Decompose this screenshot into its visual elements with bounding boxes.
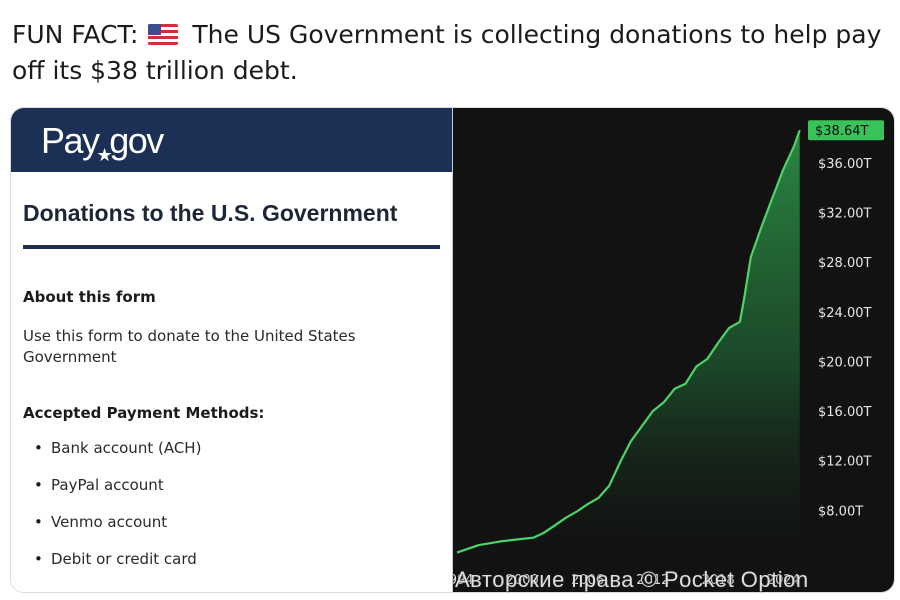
payment-method-item: PayPal account — [23, 475, 201, 512]
y-tick-label: $20.00T — [818, 355, 871, 370]
debt-chart: $8.00T $12.00T $16.00T $20.00T $24.00T $28.00… — [453, 120, 884, 588]
debt-area — [457, 130, 800, 560]
y-tick-label: $36.00T — [818, 157, 871, 172]
payment-method-item: Debit or credit card — [23, 549, 201, 586]
title-divider — [23, 245, 440, 249]
y-tick-label: $8.00T — [818, 504, 863, 519]
paygov-logo: Pay★gov — [41, 120, 164, 165]
us-flag-icon — [148, 24, 179, 45]
paygov-form-panel: Pay★gov Donations to the U.S. Government… — [11, 108, 453, 592]
y-tick-label: $16.00T — [818, 405, 871, 420]
post-message: The US Government is collecting donation… — [12, 20, 882, 85]
post-prefix: FUN FACT: — [12, 20, 139, 49]
payment-methods-list: Bank account (ACH) PayPal account Venmo … — [23, 438, 201, 586]
x-tick-label: 1994 — [453, 573, 474, 588]
payment-method-item: Venmo account — [23, 512, 201, 549]
x-tick-label: 2006 — [571, 573, 604, 588]
paygov-header: Pay★gov — [11, 108, 452, 172]
star-icon: ★ — [96, 145, 113, 165]
y-tick-label: $28.00T — [818, 256, 871, 271]
y-tick-label: $24.00T — [818, 306, 871, 321]
methods-heading: Accepted Payment Methods: — [23, 404, 265, 422]
x-tick-label: 2024 — [767, 573, 800, 588]
post-text: FUN FACT: The US Government is collectin… — [12, 17, 892, 89]
debt-chart-panel: $8.00T $12.00T $16.00T $20.00T $24.00T $28.00… — [453, 108, 894, 592]
payment-method-item: Bank account (ACH) — [23, 438, 201, 475]
y-tick-label: $32.00T — [818, 207, 871, 222]
x-tick-label: 2012 — [636, 573, 669, 588]
debt-line — [456, 129, 801, 554]
watermark: Авторские права © Pocket Option — [455, 567, 809, 592]
form-title: Donations to the U.S. Government — [23, 200, 398, 226]
x-tick-label: 2000 — [506, 573, 539, 588]
y-tick-label: $12.00T — [818, 455, 871, 470]
about-heading: About this form — [23, 288, 156, 306]
post-image[interactable]: Pay★gov Donations to the U.S. Government… — [10, 107, 895, 593]
current-value-label: $38.64T — [815, 124, 868, 139]
current-value-badge — [808, 120, 884, 141]
x-tick-label: 2018 — [702, 573, 735, 588]
about-text: Use this form to donate to the United St… — [23, 327, 356, 366]
